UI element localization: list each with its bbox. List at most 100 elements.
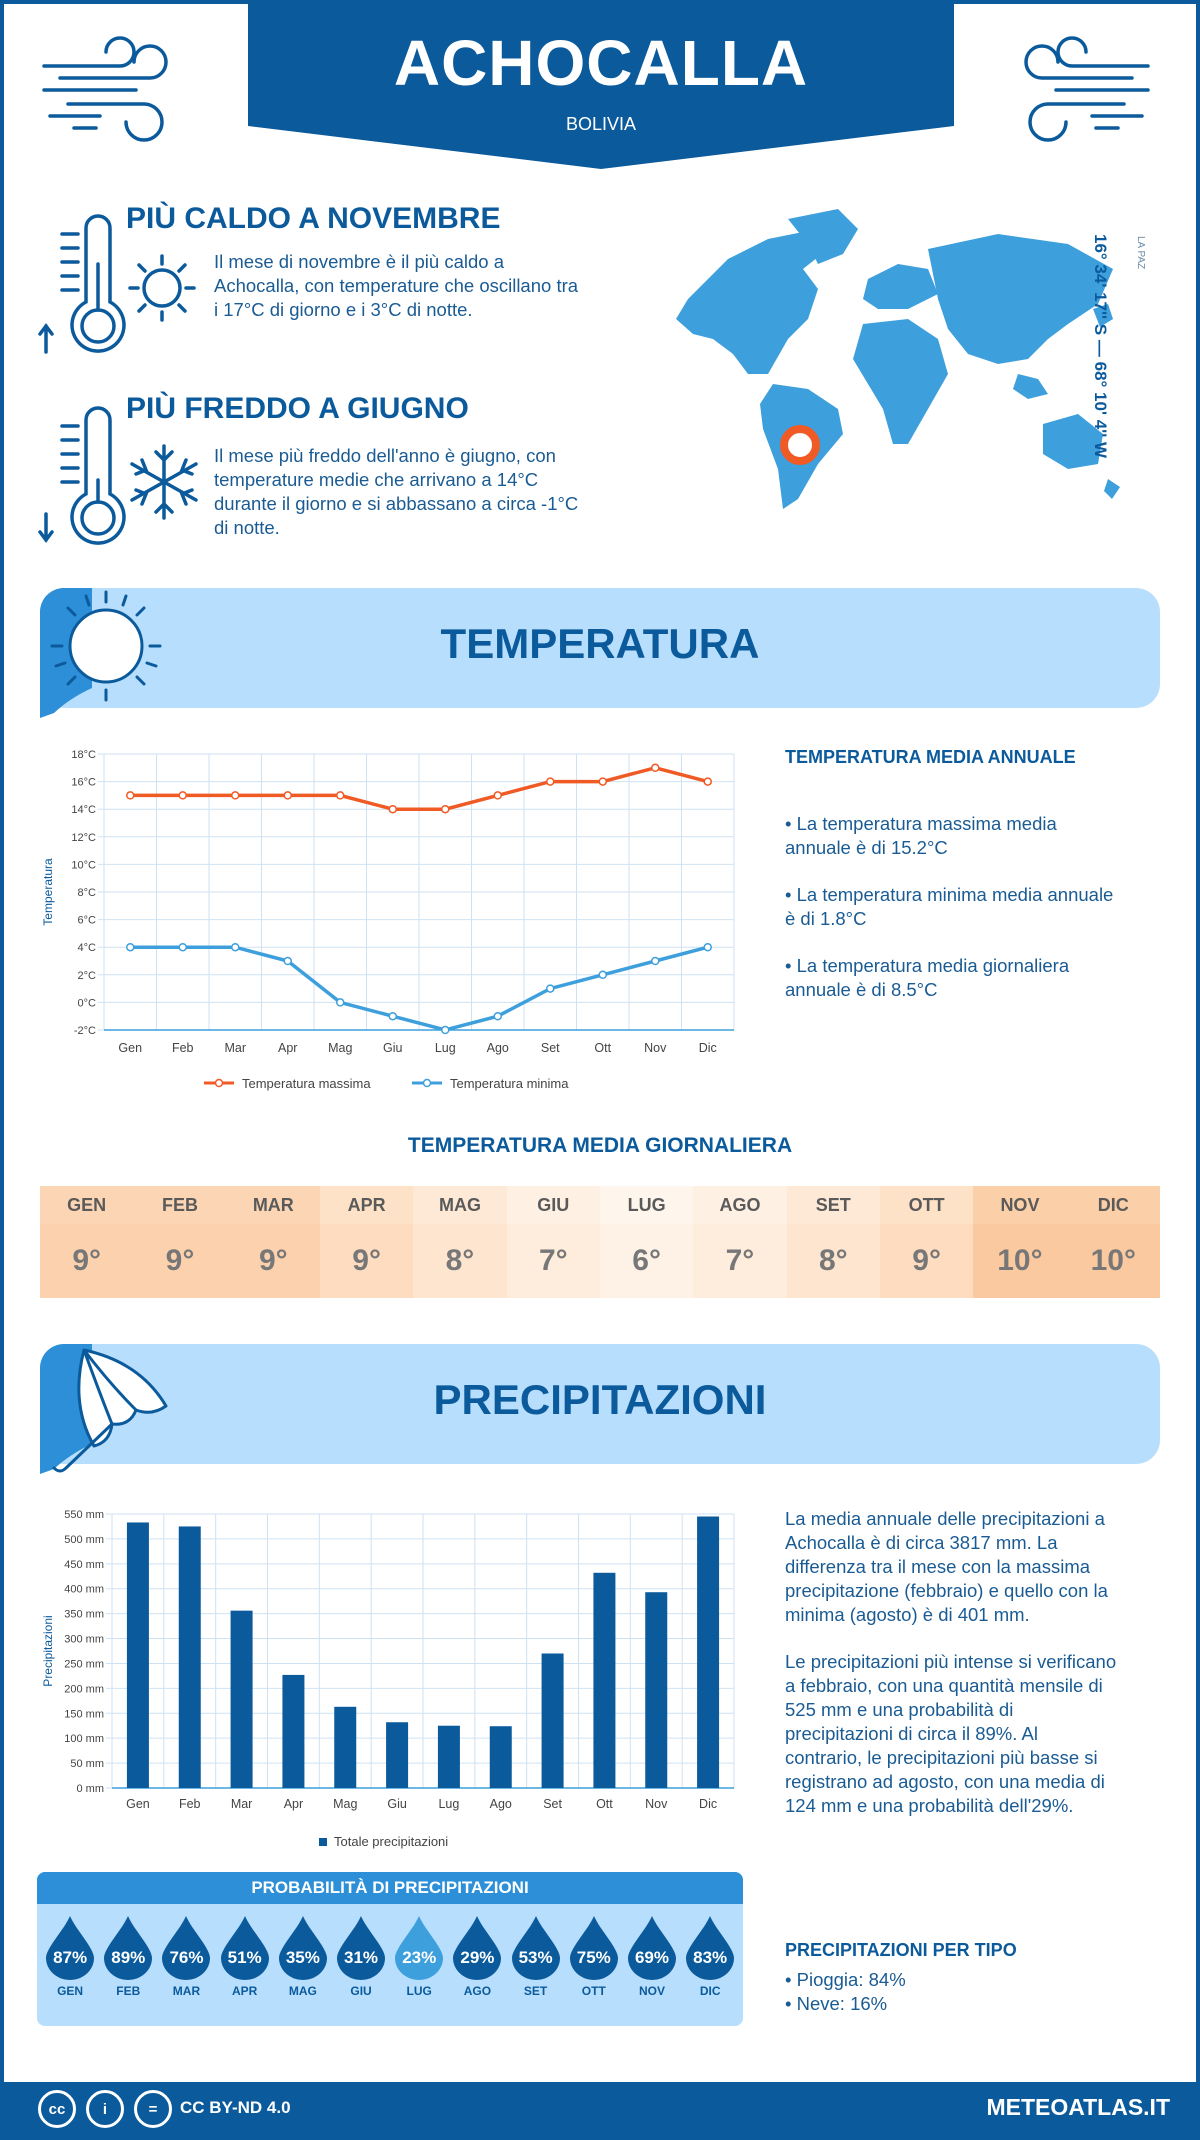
daily-temp-col: FEB 9° <box>133 1186 227 1298</box>
probability-value: 87% <box>53 1948 88 1967</box>
probability-month: SET <box>523 1984 548 1998</box>
x-tick-label: Nov <box>645 1797 668 1811</box>
daily-temp-month: OTT <box>879 1186 974 1224</box>
y-tick-label: 150 mm <box>64 1708 104 1720</box>
probability-month: FEB <box>116 1984 141 1998</box>
detail-line: contrario, le precipitazioni più basse s… <box>785 1747 1098 1768</box>
data-point <box>283 956 292 966</box>
series-line-max <box>130 765 709 811</box>
data-point <box>178 791 187 800</box>
daily-temp-month: GEN <box>40 1186 134 1224</box>
cold-month-text: Il mese più freddo dell'anno è giugno, c… <box>214 444 578 540</box>
bar <box>282 1674 305 1788</box>
license-label[interactable]: CC BY-ND 4.0 <box>180 2098 291 2117</box>
daily-temp-title: TEMPERATURA MEDIA GIORNALIERA <box>407 1134 793 1157</box>
data-point <box>441 1025 450 1035</box>
annual-temp-title: TEMPERATURA MEDIA ANNUALE <box>785 747 1076 767</box>
y-tick-label: 12°C <box>71 832 96 844</box>
summary-line: differenza tra il mese con la massima <box>785 1556 1091 1577</box>
daily-temp-month: NOV <box>973 1186 1067 1224</box>
hot-text-line: i 17°C di giorno e i 3°C di notte. <box>214 299 473 320</box>
probability-item: 29% AGO <box>448 1914 506 1998</box>
cc-icon[interactable]: cc <box>38 2090 76 2128</box>
probability-month: AGO <box>463 1984 492 1998</box>
probability-month: GEN <box>57 1984 84 1998</box>
daily-temp-month: APR <box>319 1186 414 1224</box>
bar <box>230 1610 253 1788</box>
data-point <box>178 942 187 952</box>
x-tick-label: Ott <box>594 1041 611 1055</box>
daily-temp-value: 7° <box>506 1224 600 1298</box>
x-tick-label: Gen <box>118 1041 142 1055</box>
probability-value: 75% <box>576 1948 611 1967</box>
probability-value: 51% <box>227 1948 262 1967</box>
data-point <box>598 970 607 980</box>
legend-label: Temperatura massima <box>242 1076 371 1091</box>
country-name: BOLIVIA <box>565 114 637 134</box>
x-tick-label: Giu <box>383 1041 403 1055</box>
no-derivatives-icon[interactable]: = <box>134 2090 172 2128</box>
wind-icon-right <box>1024 36 1150 142</box>
raindrop-icon: 51% <box>219 1914 271 1980</box>
summary-line: La media annuale delle precipitazioni a <box>785 1508 1105 1529</box>
bar <box>593 1572 616 1788</box>
daily-temp-col: GEN 9° <box>40 1186 134 1298</box>
probability-value: 69% <box>634 1948 669 1967</box>
probability-month: NOV <box>638 1984 665 1998</box>
hot-month-title: PIÙ CALDO A NOVEMBRE <box>126 202 501 235</box>
y-axis-label: Temperatura <box>41 858 55 926</box>
raindrop-icon: 83% <box>684 1914 736 1980</box>
raindrop-icon: 53% <box>510 1914 562 1980</box>
temperature-chart: -2°C 0°C 2°C 4°C 6°C 8°C 10°C 12°C 14°C 16°C 18°C G… <box>41 749 735 1091</box>
precipitation-probability-panel: PROBABILITÀ DI PRECIPITAZIONI 87% GEN 89% F… <box>37 1872 743 2026</box>
thermometer-hot-icon <box>38 214 196 354</box>
legend-marker <box>319 1838 327 1846</box>
raindrop-icon: 76% <box>160 1914 212 1980</box>
y-tick-label: 14°C <box>71 804 96 816</box>
attribution-icon[interactable]: i <box>86 2090 124 2128</box>
data-point <box>388 804 397 814</box>
cold-text-line: durante il giorno e si abbassano a circa… <box>214 493 579 514</box>
data-point <box>283 791 292 800</box>
probability-value: 29% <box>460 1948 495 1967</box>
region-name: LA PAZ <box>1135 236 1146 270</box>
y-tick-label: 8°C <box>78 887 97 899</box>
probability-month: APR <box>231 1984 258 1998</box>
x-tick-label: Giu <box>387 1797 407 1811</box>
data-point <box>598 777 607 786</box>
daily-temp-col: AGO 7° <box>693 1186 787 1298</box>
x-tick-label: Dic <box>699 1797 717 1811</box>
coordinates: 16° 34' 17'' S — 68° 10' 4'' W <box>1091 234 1110 459</box>
daily-temp-month: AGO <box>693 1186 787 1224</box>
precipitation-chart: 0 mm 50 mm 100 mm 150 mm 200 mm 250 mm 300 mm 3… <box>41 1509 735 1849</box>
header-banner: ACHOCALLA BOLIVIA <box>248 4 954 169</box>
bar <box>334 1706 357 1788</box>
city-name: ACHOCALLA <box>393 27 809 99</box>
probability-item: 76% MAR <box>157 1914 215 1998</box>
x-tick-label: Apr <box>284 1797 303 1811</box>
cold-text-line: temperature medie che arrivano a 14°C <box>214 469 539 490</box>
site-link[interactable]: METEOATLAS.IT <box>986 2094 1170 2120</box>
precipitation-title: PRECIPITAZIONI <box>433 1376 767 1423</box>
x-tick-label: Set <box>541 1041 560 1055</box>
x-tick-label: Mag <box>333 1797 357 1811</box>
x-tick-label: Feb <box>179 1797 201 1811</box>
y-tick-label: 0 mm <box>77 1783 105 1795</box>
probability-value: 31% <box>344 1948 379 1967</box>
daily-temp-col: SET 8° <box>786 1186 880 1298</box>
probability-item: 69% NOV <box>623 1914 681 1998</box>
bar <box>386 1722 409 1788</box>
data-point <box>703 942 712 952</box>
data-point <box>493 1011 502 1021</box>
daily-temp-month: DIC <box>1066 1186 1160 1224</box>
bullet-line: • La temperatura minima media annuale <box>785 884 1114 905</box>
daily-temp-col: GIU 7° <box>506 1186 600 1298</box>
daily-temp-month: SET <box>786 1186 880 1224</box>
y-tick-label: 200 mm <box>64 1683 104 1695</box>
x-tick-label: Lug <box>438 1797 459 1811</box>
hot-text-line: Achocalla, con temperature che oscillano… <box>214 275 579 296</box>
probability-value: 83% <box>693 1948 728 1967</box>
temperature-title: TEMPERATURA <box>440 620 760 667</box>
bullet-line: • La temperatura media giornaliera <box>785 955 1070 976</box>
wind-icon-left <box>42 36 168 142</box>
